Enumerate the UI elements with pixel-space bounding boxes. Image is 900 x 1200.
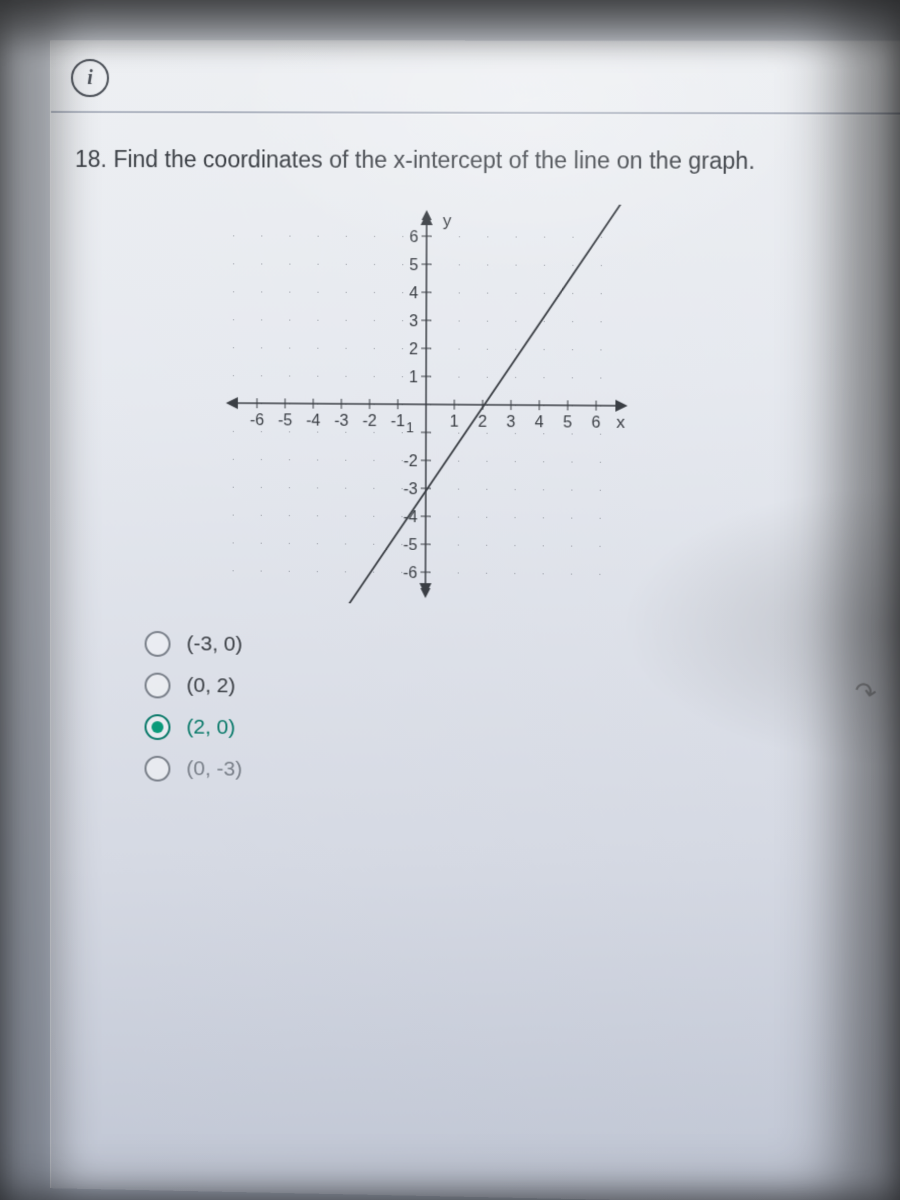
question-text: 18. Find the coordinates of the x-interc… [75, 143, 887, 178]
question-prompt: Find the coordinates of the x-intercept … [113, 146, 755, 174]
coordinate-graph: -6 -5 -4 -3 -2 -1 1 2 3 4 5 6 1 2 [165, 203, 691, 607]
xtick-n4: -4 [306, 413, 320, 430]
question-area: 18. Find the coordinates of the x-interc… [51, 113, 900, 832]
x-axis-label: x [616, 413, 625, 432]
radio-icon[interactable] [145, 673, 171, 699]
xtick-2: 2 [478, 414, 487, 431]
xtick-3: 3 [506, 414, 515, 431]
option-b[interactable]: (0, 2) [145, 673, 883, 708]
option-d[interactable]: (0, -3) [144, 756, 882, 792]
xtick-n1: -1 [391, 413, 405, 430]
xtick-n3: -3 [334, 413, 348, 430]
option-label: (-3, 0) [187, 633, 243, 657]
xtick-n6: -6 [250, 412, 264, 429]
ytick-1: 1 [409, 369, 418, 386]
ytick-2: 2 [409, 341, 418, 358]
ytick-n3: -3 [403, 481, 417, 498]
answer-options: (-3, 0) (0, 2) (2, 0) (0, -3) [144, 631, 883, 791]
xtick-1: 1 [450, 414, 459, 431]
radio-icon[interactable] [145, 631, 171, 657]
option-label: (0, -3) [186, 757, 242, 782]
app-screen: i 18. Find the coordinates of the x-inte… [50, 40, 900, 1200]
ytick-4: 4 [409, 285, 418, 302]
ytick-n2: -2 [403, 453, 418, 470]
xtick-5: 5 [563, 415, 572, 432]
ytick-n6: -6 [403, 565, 417, 582]
info-icon-glyph: i [87, 67, 93, 90]
y-axis-label: y [443, 211, 452, 230]
toolbar: i [51, 41, 900, 115]
ytick-3: 3 [409, 313, 418, 330]
origin-n1: 1 [406, 419, 414, 435]
ytick-5: 5 [409, 257, 418, 274]
question-number: 18. [75, 146, 107, 172]
radio-icon[interactable] [144, 756, 170, 782]
option-label: (2, 0) [186, 716, 235, 740]
option-label: (0, 2) [186, 674, 235, 698]
ytick-n4: -4 [403, 509, 417, 526]
xtick-4: 4 [535, 414, 544, 431]
graph-svg: -6 -5 -4 -3 -2 -1 1 2 3 4 5 6 1 2 [165, 203, 691, 607]
xtick-n2: -2 [362, 413, 376, 430]
option-c[interactable]: (2, 0) [145, 714, 883, 749]
ytick-6: 6 [409, 229, 418, 246]
option-a[interactable]: (-3, 0) [145, 631, 884, 665]
ytick-n5: -5 [403, 537, 417, 554]
radio-icon[interactable] [145, 714, 171, 740]
info-icon[interactable]: i [71, 59, 109, 97]
xtick-n5: -5 [278, 413, 292, 430]
xtick-6: 6 [591, 415, 600, 432]
